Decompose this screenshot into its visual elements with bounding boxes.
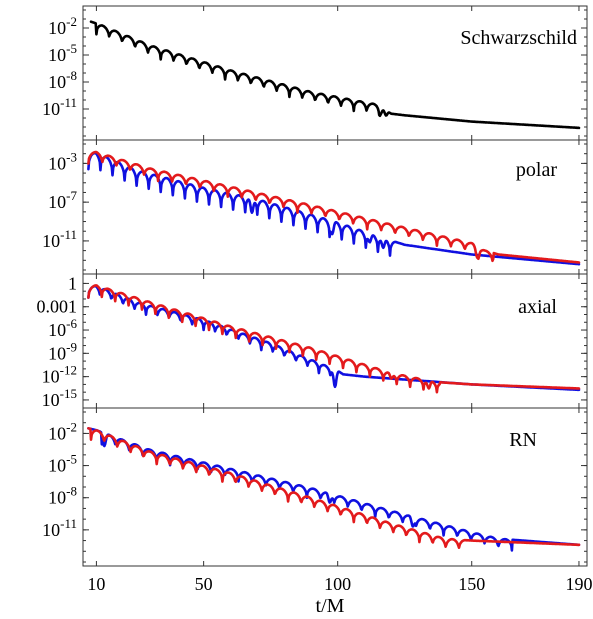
y-tick-label: 10-11 (42, 227, 77, 251)
panel-schwarzschild: 10-2 10-5 10-8 10-11 Schwarzschild (42, 5, 588, 141)
panel-label-axial: axial (518, 296, 557, 318)
series-line-red (87, 427, 581, 549)
y-tick-label: 10-6 (48, 316, 77, 340)
y-tick-label: 10-5 (48, 41, 77, 65)
x-tick-label: 50 (195, 574, 213, 594)
y-tick-label: 10-12 (42, 363, 77, 387)
panel-label-rn: RN (509, 429, 537, 451)
y-tick-label: 1 (68, 273, 77, 293)
panel-polar: 10-3 10-7 10-11 polar (42, 139, 588, 275)
y-tick-label: 10-5 (48, 452, 77, 476)
y-tick-label: 10-8 (48, 484, 77, 508)
x-axis: 10 50 100 150 190 (87, 574, 592, 594)
series-line-blue (87, 151, 581, 266)
y-tick-label: 10-11 (42, 95, 77, 119)
panel-frame (82, 139, 588, 275)
series-line-red (87, 150, 581, 264)
y-tick-label: 10-11 (42, 516, 77, 540)
panel-label-schwarzschild: Schwarzschild (460, 27, 577, 49)
x-tick-label: 10 (87, 574, 105, 594)
series-line-red (87, 284, 581, 394)
x-tick-label: 190 (565, 574, 592, 594)
series-line-black (89, 20, 581, 130)
y-tick-label: 10-3 (48, 149, 77, 173)
series-line-blue (87, 284, 581, 392)
panel-label-polar: polar (516, 159, 557, 181)
y-tick-label: 10-2 (48, 14, 77, 38)
y-tick-label: 10-2 (48, 419, 77, 443)
x-tick-label: 150 (458, 574, 485, 594)
y-tick-label: 10-8 (48, 68, 77, 92)
y-tick-label: 10-7 (48, 188, 77, 212)
x-axis-title: t/M (316, 595, 345, 617)
y-tick-label: 0.001 (37, 297, 78, 317)
panel-rn: 10-2 10-5 10-8 10-11 RN (42, 407, 588, 567)
y-tick-label: 10-15 (42, 386, 77, 410)
y-tick-label: 10-9 (48, 339, 77, 363)
x-tick-label: 100 (324, 574, 351, 594)
series-line-blue (87, 427, 581, 552)
